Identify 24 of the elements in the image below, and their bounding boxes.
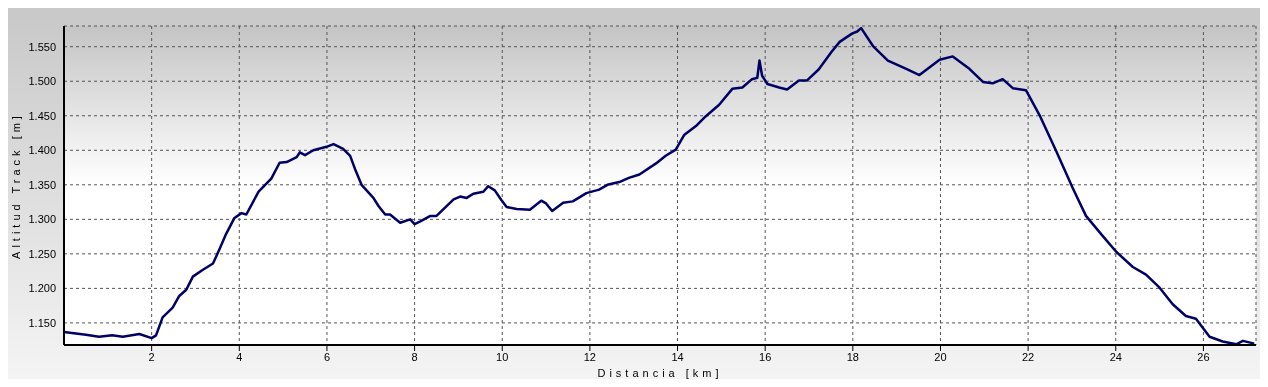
x-tick-label: 6 [323,350,330,363]
y-tick-label: 1.350 [28,178,56,191]
x-tick-label: 22 [1021,350,1035,363]
x-tick-label: 18 [846,350,859,363]
y-tick-label: 1.250 [28,247,56,260]
y-axis-title: Altitud Track [m] [9,112,22,259]
x-tick-label: 12 [583,350,597,363]
x-tick-label: 2 [148,350,155,363]
x-tick-label: 8 [411,350,418,363]
y-tick-label: 1.550 [28,40,56,53]
x-tick-label: 24 [1109,350,1122,363]
x-tick-label: 20 [934,350,947,363]
x-tick-label: 4 [236,350,243,363]
y-tick-label: 1.150 [28,316,56,329]
y-tick-label: 1.300 [28,213,56,226]
y-tick-label: 1.450 [28,109,56,122]
x-tick-label: 26 [1197,350,1210,363]
y-tick-label: 1.500 [28,75,56,88]
x-axis-title: Distancia [km] [597,367,723,379]
y-tick-label: 1.200 [28,282,56,295]
y-tick-label: 1.400 [28,144,56,157]
x-tick-label: 16 [759,350,772,363]
x-tick-label: 10 [496,350,509,363]
x-tick-label: 14 [671,350,684,363]
